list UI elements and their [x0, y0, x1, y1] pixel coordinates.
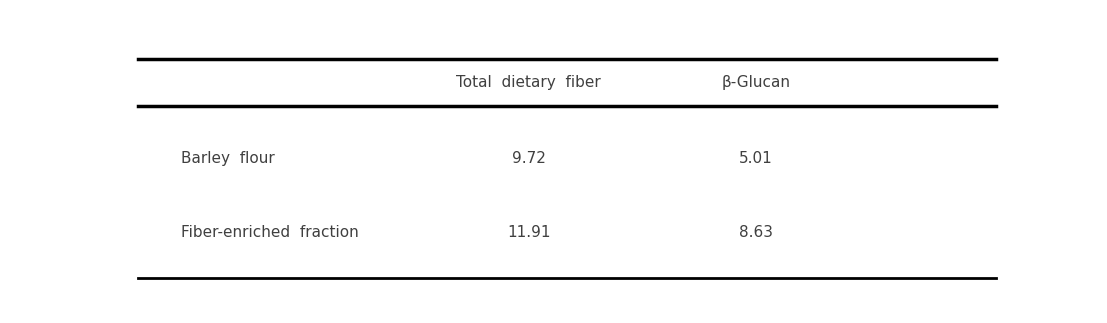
- Text: 9.72: 9.72: [511, 151, 546, 166]
- Text: 8.63: 8.63: [739, 225, 773, 240]
- Text: 11.91: 11.91: [507, 225, 550, 240]
- Text: Fiber-enriched  fraction: Fiber-enriched fraction: [182, 225, 359, 240]
- Text: β-Glucan: β-Glucan: [722, 75, 790, 90]
- Text: Total  dietary  fiber: Total dietary fiber: [456, 75, 601, 90]
- Text: Barley  flour: Barley flour: [182, 151, 275, 166]
- Text: 5.01: 5.01: [739, 151, 773, 166]
